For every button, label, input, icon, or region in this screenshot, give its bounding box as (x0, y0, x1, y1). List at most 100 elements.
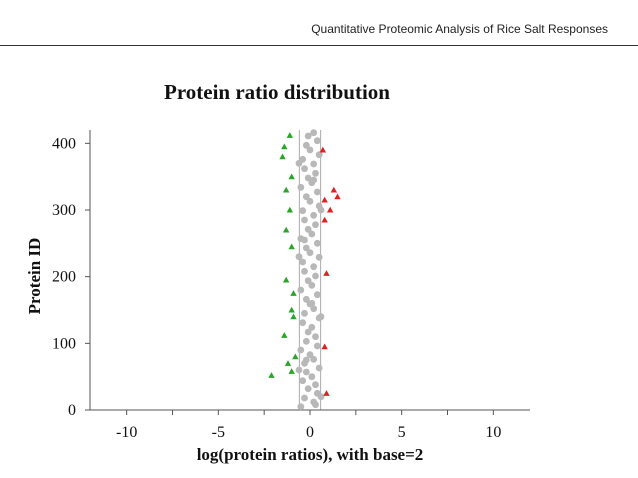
unchanged-point (302, 368, 310, 376)
unchanged-point (310, 305, 318, 313)
unchanged-point (308, 281, 316, 289)
up-regulated-point (321, 343, 328, 350)
unchanged-point (295, 253, 303, 261)
down-regulated-point (282, 186, 290, 193)
unchanged-point (306, 197, 314, 205)
unchanged-point (317, 206, 325, 214)
unchanged-point (301, 165, 308, 173)
down-regulated-point (281, 143, 288, 150)
chart-title: Protein ratio distribution (164, 80, 390, 104)
unchanged-point (312, 272, 319, 280)
up-regulated-point (319, 146, 327, 153)
unchanged-point (315, 151, 323, 159)
x-tick-label: 10 (485, 424, 501, 441)
unchanged-point (302, 244, 310, 252)
unchanged-point (304, 328, 312, 336)
unchanged-point (312, 333, 319, 341)
unchanged-point (301, 236, 308, 244)
down-regulated-point (284, 360, 292, 366)
unchanged-point (302, 337, 310, 345)
unchanged-point (304, 132, 312, 140)
unchanged-point (301, 216, 308, 224)
down-regulated-point (282, 226, 290, 233)
unchanged-point (295, 366, 303, 374)
down-regulated-point (268, 372, 275, 378)
unchanged-point (301, 267, 308, 275)
data-points (268, 129, 341, 411)
unchanged-point (302, 141, 310, 149)
unchanged-point (315, 253, 323, 261)
unchanged-point (306, 351, 314, 359)
unchanged-point (304, 385, 312, 393)
unchanged-point (310, 263, 318, 271)
x-tick-label: -10 (116, 424, 137, 441)
down-regulated-point (279, 153, 286, 160)
y-tick-label: 0 (68, 402, 76, 419)
unchanged-point (310, 160, 318, 168)
up-regulated-point (334, 193, 341, 200)
unchanged-point (299, 207, 307, 215)
unchanged-point (313, 239, 321, 247)
unchanged-point (301, 394, 308, 402)
down-regulated-point (288, 368, 295, 374)
unchanged-point (301, 309, 308, 317)
unchanged-point (297, 183, 305, 191)
unchanged-point (297, 286, 305, 294)
up-regulated-point (326, 206, 334, 213)
x-axis-label: log(protein ratios), with base=2 (197, 445, 424, 464)
unchanged-point (297, 346, 305, 354)
unchanged-point (299, 377, 307, 385)
unchanged-point (310, 129, 318, 137)
unchanged-point (299, 319, 307, 327)
down-regulated-point (288, 243, 295, 250)
unchanged-point (317, 313, 325, 321)
unchanged-point (308, 323, 316, 331)
header-rule (0, 45, 638, 46)
up-regulated-point (330, 186, 338, 193)
down-regulated-point (290, 290, 297, 296)
unchanged-point (312, 169, 319, 177)
up-regulated-point (323, 270, 330, 276)
unchanged-point (306, 249, 314, 257)
y-tick-label: 200 (52, 269, 76, 286)
unchanged-point (313, 137, 321, 145)
unchanged-point (304, 277, 312, 285)
unchanged-point (313, 188, 321, 196)
y-tick-label: 300 (52, 202, 76, 219)
down-regulated-point (286, 206, 294, 213)
x-tick-label: 0 (306, 424, 314, 441)
unchanged-point (297, 403, 305, 411)
unchanged-point (312, 401, 319, 409)
y-tick-label: 400 (52, 135, 76, 152)
down-regulated-point (281, 332, 288, 338)
unchanged-point (312, 381, 319, 389)
unchanged-point (308, 373, 316, 381)
x-tick-label: 5 (398, 424, 406, 441)
unchanged-point (313, 342, 321, 350)
down-regulated-point (292, 353, 299, 360)
down-regulated-point (290, 313, 297, 320)
unchanged-point (306, 146, 314, 154)
unchanged-point (304, 174, 312, 182)
down-regulated-point (286, 132, 294, 138)
unchanged-point (312, 221, 319, 229)
threshold-lines (298, 130, 322, 410)
unchanged-point (304, 225, 312, 233)
unchanged-point (310, 355, 318, 363)
unchanged-point (310, 211, 318, 219)
up-regulated-point (321, 216, 328, 223)
unchanged-point (299, 258, 307, 266)
unchanged-point (313, 291, 321, 299)
up-regulated-point (321, 196, 328, 203)
axes: 0 100 200 300 400 -10 -5 0 5 10 (52, 130, 530, 441)
x-tick-label: -5 (212, 424, 225, 441)
unchanged-point (302, 295, 310, 303)
up-regulated-point (323, 390, 330, 396)
down-regulated-point (288, 173, 295, 180)
unchanged-point (308, 299, 316, 307)
unchanged-point (317, 393, 325, 401)
unchanged-point (315, 364, 323, 372)
unchanged-point (310, 176, 318, 184)
